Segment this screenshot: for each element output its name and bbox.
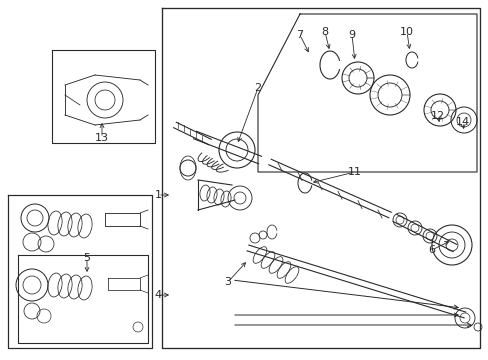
Text: 4: 4 <box>154 290 161 300</box>
Text: 12: 12 <box>430 111 444 121</box>
Text: 7: 7 <box>296 30 303 40</box>
Text: 3: 3 <box>224 277 231 287</box>
Text: 8: 8 <box>321 27 328 37</box>
Text: 5: 5 <box>83 253 90 263</box>
Text: 10: 10 <box>399 27 413 37</box>
Text: 1: 1 <box>154 190 161 200</box>
Text: 13: 13 <box>95 133 109 143</box>
Text: 9: 9 <box>348 30 355 40</box>
Text: 11: 11 <box>347 167 361 177</box>
Text: 6: 6 <box>427 245 435 255</box>
Text: 14: 14 <box>455 117 469 127</box>
Text: 2: 2 <box>254 83 261 93</box>
